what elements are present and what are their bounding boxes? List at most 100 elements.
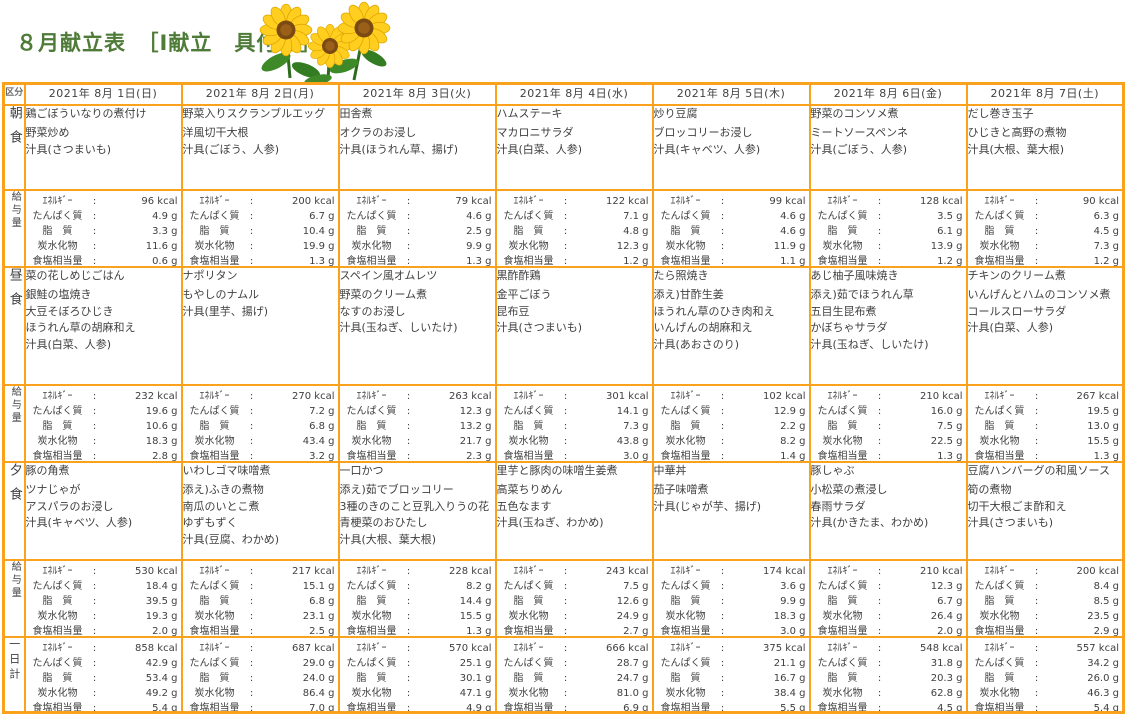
nutrition-colon: : [1034, 450, 1039, 462]
dinner-menu-cell-day-7: 豆腐ハンバーグの和風ソース 筍の煮物 切干大根ごま酢和え 汁具(さつまいも) [965, 460, 1125, 561]
nutrition-row: ｴﾈﾙｷﾞｰ: 557 kcal [969, 639, 1122, 654]
nutrition-row: たんぱく質: 8.4 g [969, 577, 1122, 592]
nutrition-value: 4.9 g [152, 210, 178, 222]
nutrition-colon: : [720, 610, 725, 622]
nutrition-value: 301 kcal [606, 390, 649, 402]
nutrition-label: たんぱく質 [817, 657, 868, 669]
nutrition-row: 炭水化物: 18.3 g [27, 432, 180, 447]
menu-item: 洋風切干大根 [182, 126, 249, 139]
nutrition-colon: : [92, 657, 97, 669]
nutrition-label: 炭水化物 [979, 687, 1020, 699]
nutrition-colon: : [720, 390, 725, 402]
nutrition-value: 7.2 g [309, 405, 335, 417]
nutrition-label: たんぱく質 [32, 657, 83, 669]
nutrition-colon: : [406, 657, 411, 669]
lunch-menu-cell-day-3: スペイン風オムレツ 野菜のクリーム煮 なすのお浸し 汁具(玉ねぎ、しいたけ) [337, 265, 497, 386]
nutrition-value: 200 kcal [292, 195, 335, 207]
menu-item: 汁具(白菜、人参) [496, 142, 583, 156]
nutrition-colon: : [1034, 565, 1039, 577]
nutrition-value: 96 kcal [141, 195, 178, 207]
menu-item: 汁具(玉ねぎ、わかめ) [496, 516, 604, 529]
nutrition-colon: : [249, 390, 254, 402]
menu-item: 高菜ちりめん [496, 483, 563, 496]
nutrition-value: 2.8 g [152, 450, 178, 462]
nutrition-value: 8.4 g [1093, 580, 1119, 592]
nutrition-value: 22.5 g [930, 435, 963, 447]
nutrition-colon: : [563, 390, 568, 402]
nutrition-value: 5.4 g [1093, 702, 1119, 713]
nutrition-colon: : [92, 642, 97, 654]
nutrition-value: 2.7 g [623, 625, 649, 637]
nutrition-value: 228 kcal [449, 565, 492, 577]
nutrition-colon: : [406, 255, 411, 267]
nutrition-label: ｴﾈﾙｷﾞｰ [356, 195, 387, 207]
nutrition-colon: : [720, 580, 725, 592]
nutrition-value: 4.5 g [1093, 225, 1119, 237]
nutrition-label: 炭水化物 [194, 610, 235, 622]
nutrition-colon: : [1034, 595, 1039, 607]
nutrition-label: 脂 質 [827, 420, 858, 432]
nutrition-label: 食塩相当量 [189, 625, 240, 637]
nutrition-label: たんぱく質 [32, 210, 83, 222]
nutrition-label: ｴﾈﾙｷﾞｰ [199, 565, 230, 577]
lunch-menu-cell-day-6: あじ柚子風味焼き 添え)茹でほうれん草 五目生昆布煮 かぼちゃサラダ 汁具(玉ねぎ、しい… [808, 265, 968, 386]
nutrition-label: 炭水化物 [194, 687, 235, 699]
row-label-dinner-serving: 給与量 [2, 558, 26, 638]
menu-item: 小松菜の煮浸し [810, 483, 888, 496]
nutrition-row: たんぱく質: 6.3 g [969, 207, 1122, 222]
nutrition-label: 炭水化物 [351, 240, 392, 252]
nutrition-colon: : [1034, 195, 1039, 207]
nutrition-value: 10.6 g [145, 420, 178, 432]
nutrition-value: 62.8 g [930, 687, 963, 699]
nutrition-label: 食塩相当量 [346, 702, 397, 713]
breakfast-nutrition-cell-day-3: ｴﾈﾙｷﾞｰ: 79 kcal たんぱく質: 4.6 g 脂 質: 2.5 g 炭水化物: 9… [337, 188, 497, 268]
nutrition-row: 食塩相当量: 2.8 g [27, 447, 180, 462]
menu-item: 豆腐ハンバーグの和風ソース [967, 463, 1110, 477]
nutrition-colon: : [563, 420, 568, 432]
menu-item: 添え)甘酢生姜 [653, 288, 724, 301]
nutrition-row: 炭水化物: 23.1 g [184, 607, 337, 622]
nutrition-label: 脂 質 [199, 672, 230, 684]
nutrition-row: ｴﾈﾙｷﾞｰ: 79 kcal [341, 192, 494, 207]
nutrition-row: たんぱく質: 15.1 g [184, 577, 337, 592]
nutrition-value: 1.4 g [780, 450, 806, 462]
nutrition-colon: : [406, 595, 411, 607]
menu-item: 黒酢酢鶏 [496, 268, 541, 282]
nutrition-colon: : [249, 450, 254, 462]
nutrition-label: 炭水化物 [822, 610, 863, 622]
menu-item: 汁具(ごぼう、人参) [182, 142, 280, 156]
nutrition-label: 食塩相当量 [974, 702, 1025, 713]
nutrition-row: 脂 質: 13.0 g [969, 417, 1122, 432]
nutrition-label: たんぱく質 [32, 405, 83, 417]
nutrition-value: 3.0 g [780, 625, 806, 637]
nutrition-label: 脂 質 [984, 420, 1015, 432]
date-header-day-5: 2021年 8月 5日(木) [651, 82, 811, 106]
menu-item: 添え)茹でブロッコリー [339, 483, 454, 496]
nutrition-label: ｴﾈﾙｷﾞｰ [984, 565, 1015, 577]
nutrition-row: ｴﾈﾙｷﾞｰ: 128 kcal [812, 192, 965, 207]
nutrition-row: 食塩相当量: 1.2 g [969, 252, 1122, 265]
nutrition-label: ｴﾈﾙｷﾞｰ [670, 390, 701, 402]
nutrition-value: 42.9 g [145, 657, 178, 669]
menu-item: 野菜のクリーム煮 [339, 288, 428, 301]
nutrition-value: 4.8 g [623, 225, 649, 237]
nutrition-value: 23.5 g [1087, 610, 1119, 622]
nutrition-value: 19.3 g [145, 610, 178, 622]
nutrition-value: 200 kcal [1076, 565, 1119, 577]
nutrition-colon: : [92, 420, 97, 432]
nutrition-row: 食塩相当量: 3.0 g [498, 447, 651, 460]
nutrition-label: 脂 質 [356, 595, 387, 607]
nutrition-label: 脂 質 [513, 420, 544, 432]
kubun-corner-label: 区分 [2, 82, 26, 106]
menu-item: 炒り豆腐 [653, 106, 698, 120]
nutrition-value: 6.1 g [937, 225, 963, 237]
nutrition-row: たんぱく質: 16.0 g [812, 402, 965, 417]
nutrition-row: たんぱく質: 8.2 g [341, 577, 494, 592]
